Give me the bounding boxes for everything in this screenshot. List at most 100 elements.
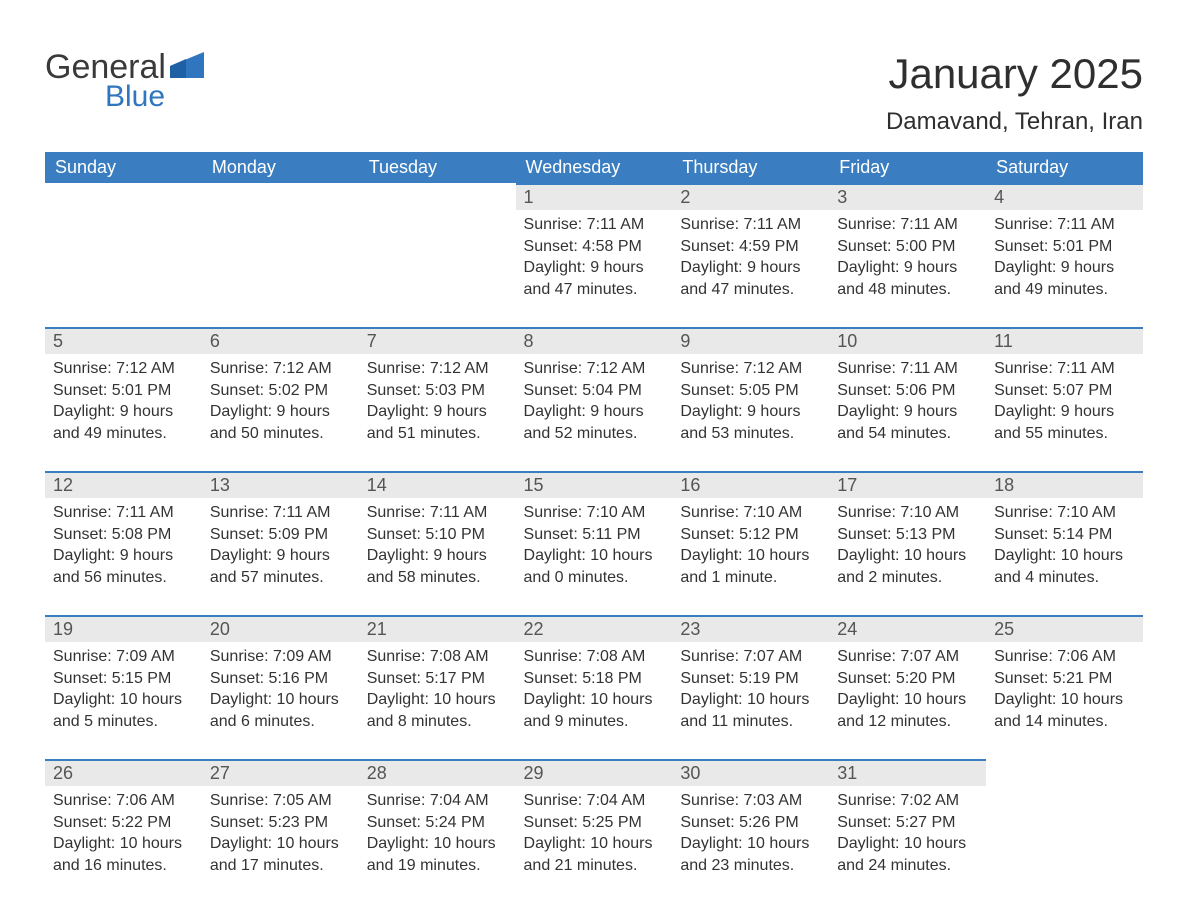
day-body: Sunrise: 7:12 AMSunset: 5:02 PMDaylight:… <box>202 354 359 452</box>
daylight-line: Daylight: 9 hours and 49 minutes. <box>994 257 1135 300</box>
sunset-line: Sunset: 5:23 PM <box>210 812 351 834</box>
calendar-row: 19Sunrise: 7:09 AMSunset: 5:15 PMDayligh… <box>45 615 1143 759</box>
sunset-line: Sunset: 5:01 PM <box>53 380 194 402</box>
daylight-line: Daylight: 10 hours and 23 minutes. <box>680 833 821 876</box>
sunset-line: Sunset: 5:05 PM <box>680 380 821 402</box>
day-number: 27 <box>202 761 359 786</box>
logo-word2: Blue <box>105 80 166 114</box>
day-cell: 21Sunrise: 7:08 AMSunset: 5:17 PMDayligh… <box>359 615 516 759</box>
weekday-sunday: Sunday <box>45 152 202 183</box>
day-cell: 3Sunrise: 7:11 AMSunset: 5:00 PMDaylight… <box>829 183 986 327</box>
day-number: 22 <box>516 617 673 642</box>
sunset-line: Sunset: 5:11 PM <box>524 524 665 546</box>
day-wrap: 22Sunrise: 7:08 AMSunset: 5:18 PMDayligh… <box>516 615 673 740</box>
sunrise-line: Sunrise: 7:10 AM <box>837 502 978 524</box>
day-number: 18 <box>986 473 1143 498</box>
day-cell: 30Sunrise: 7:03 AMSunset: 5:26 PMDayligh… <box>672 759 829 903</box>
day-body: Sunrise: 7:08 AMSunset: 5:17 PMDaylight:… <box>359 642 516 740</box>
sunset-line: Sunset: 5:26 PM <box>680 812 821 834</box>
day-wrap: 6Sunrise: 7:12 AMSunset: 5:02 PMDaylight… <box>202 327 359 452</box>
sunrise-line: Sunrise: 7:12 AM <box>53 358 194 380</box>
daylight-line: Daylight: 10 hours and 9 minutes. <box>524 689 665 732</box>
day-wrap: 9Sunrise: 7:12 AMSunset: 5:05 PMDaylight… <box>672 327 829 452</box>
day-number: 19 <box>45 617 202 642</box>
daylight-line: Daylight: 9 hours and 51 minutes. <box>367 401 508 444</box>
daylight-line: Daylight: 10 hours and 24 minutes. <box>837 833 978 876</box>
sunrise-line: Sunrise: 7:07 AM <box>680 646 821 668</box>
logo-text-block: General Blue <box>45 50 166 114</box>
day-number: 30 <box>672 761 829 786</box>
sunrise-line: Sunrise: 7:06 AM <box>53 790 194 812</box>
day-wrap: 10Sunrise: 7:11 AMSunset: 5:06 PMDayligh… <box>829 327 986 452</box>
daylight-line: Daylight: 10 hours and 16 minutes. <box>53 833 194 876</box>
day-number: 16 <box>672 473 829 498</box>
sunrise-line: Sunrise: 7:11 AM <box>994 358 1135 380</box>
weekday-saturday: Saturday <box>986 152 1143 183</box>
calendar-row: 26Sunrise: 7:06 AMSunset: 5:22 PMDayligh… <box>45 759 1143 903</box>
sunrise-line: Sunrise: 7:09 AM <box>53 646 194 668</box>
day-wrap: 8Sunrise: 7:12 AMSunset: 5:04 PMDaylight… <box>516 327 673 452</box>
sunset-line: Sunset: 5:18 PM <box>524 668 665 690</box>
sunset-line: Sunset: 5:16 PM <box>210 668 351 690</box>
sunrise-line: Sunrise: 7:08 AM <box>524 646 665 668</box>
day-number: 2 <box>672 185 829 210</box>
day-number: 20 <box>202 617 359 642</box>
day-body: Sunrise: 7:03 AMSunset: 5:26 PMDaylight:… <box>672 786 829 884</box>
day-number: 25 <box>986 617 1143 642</box>
day-body: Sunrise: 7:05 AMSunset: 5:23 PMDaylight:… <box>202 786 359 884</box>
day-cell: 6Sunrise: 7:12 AMSunset: 5:02 PMDaylight… <box>202 327 359 471</box>
empty-cell <box>202 183 359 327</box>
sunset-line: Sunset: 5:09 PM <box>210 524 351 546</box>
day-body: Sunrise: 7:12 AMSunset: 5:03 PMDaylight:… <box>359 354 516 452</box>
sunrise-line: Sunrise: 7:07 AM <box>837 646 978 668</box>
daylight-line: Daylight: 9 hours and 56 minutes. <box>53 545 194 588</box>
calendar-body: 1Sunrise: 7:11 AMSunset: 4:58 PMDaylight… <box>45 183 1143 903</box>
day-wrap: 16Sunrise: 7:10 AMSunset: 5:12 PMDayligh… <box>672 471 829 596</box>
sunset-line: Sunset: 5:01 PM <box>994 236 1135 258</box>
day-body: Sunrise: 7:11 AMSunset: 5:07 PMDaylight:… <box>986 354 1143 452</box>
day-wrap: 30Sunrise: 7:03 AMSunset: 5:26 PMDayligh… <box>672 759 829 884</box>
day-body: Sunrise: 7:12 AMSunset: 5:05 PMDaylight:… <box>672 354 829 452</box>
sunset-line: Sunset: 5:02 PM <box>210 380 351 402</box>
day-cell: 29Sunrise: 7:04 AMSunset: 5:25 PMDayligh… <box>516 759 673 903</box>
day-wrap: 5Sunrise: 7:12 AMSunset: 5:01 PMDaylight… <box>45 327 202 452</box>
sunrise-line: Sunrise: 7:11 AM <box>53 502 194 524</box>
sunrise-line: Sunrise: 7:11 AM <box>210 502 351 524</box>
daylight-line: Daylight: 9 hours and 48 minutes. <box>837 257 978 300</box>
day-cell: 1Sunrise: 7:11 AMSunset: 4:58 PMDaylight… <box>516 183 673 327</box>
sunrise-line: Sunrise: 7:06 AM <box>994 646 1135 668</box>
day-cell: 9Sunrise: 7:12 AMSunset: 5:05 PMDaylight… <box>672 327 829 471</box>
day-number: 17 <box>829 473 986 498</box>
day-wrap: 3Sunrise: 7:11 AMSunset: 5:00 PMDaylight… <box>829 183 986 308</box>
day-body: Sunrise: 7:04 AMSunset: 5:25 PMDaylight:… <box>516 786 673 884</box>
sunrise-line: Sunrise: 7:12 AM <box>367 358 508 380</box>
day-body: Sunrise: 7:12 AMSunset: 5:04 PMDaylight:… <box>516 354 673 452</box>
day-body: Sunrise: 7:11 AMSunset: 5:09 PMDaylight:… <box>202 498 359 596</box>
sunset-line: Sunset: 5:22 PM <box>53 812 194 834</box>
daylight-line: Daylight: 9 hours and 53 minutes. <box>680 401 821 444</box>
day-wrap: 2Sunrise: 7:11 AMSunset: 4:59 PMDaylight… <box>672 183 829 308</box>
sunset-line: Sunset: 5:24 PM <box>367 812 508 834</box>
daylight-line: Daylight: 9 hours and 47 minutes. <box>680 257 821 300</box>
sunrise-line: Sunrise: 7:12 AM <box>210 358 351 380</box>
sunrise-line: Sunrise: 7:10 AM <box>994 502 1135 524</box>
day-body: Sunrise: 7:09 AMSunset: 5:15 PMDaylight:… <box>45 642 202 740</box>
day-number: 28 <box>359 761 516 786</box>
sunrise-line: Sunrise: 7:11 AM <box>837 214 978 236</box>
sunset-line: Sunset: 5:20 PM <box>837 668 978 690</box>
day-wrap: 24Sunrise: 7:07 AMSunset: 5:20 PMDayligh… <box>829 615 986 740</box>
weekday-friday: Friday <box>829 152 986 183</box>
day-cell: 22Sunrise: 7:08 AMSunset: 5:18 PMDayligh… <box>516 615 673 759</box>
sunset-line: Sunset: 5:21 PM <box>994 668 1135 690</box>
day-wrap: 11Sunrise: 7:11 AMSunset: 5:07 PMDayligh… <box>986 327 1143 452</box>
day-number: 1 <box>516 185 673 210</box>
day-body: Sunrise: 7:08 AMSunset: 5:18 PMDaylight:… <box>516 642 673 740</box>
day-body: Sunrise: 7:10 AMSunset: 5:12 PMDaylight:… <box>672 498 829 596</box>
day-cell: 10Sunrise: 7:11 AMSunset: 5:06 PMDayligh… <box>829 327 986 471</box>
sunrise-line: Sunrise: 7:02 AM <box>837 790 978 812</box>
day-number: 6 <box>202 329 359 354</box>
day-wrap: 25Sunrise: 7:06 AMSunset: 5:21 PMDayligh… <box>986 615 1143 740</box>
sunrise-line: Sunrise: 7:10 AM <box>524 502 665 524</box>
day-body: Sunrise: 7:11 AMSunset: 5:08 PMDaylight:… <box>45 498 202 596</box>
day-number: 23 <box>672 617 829 642</box>
